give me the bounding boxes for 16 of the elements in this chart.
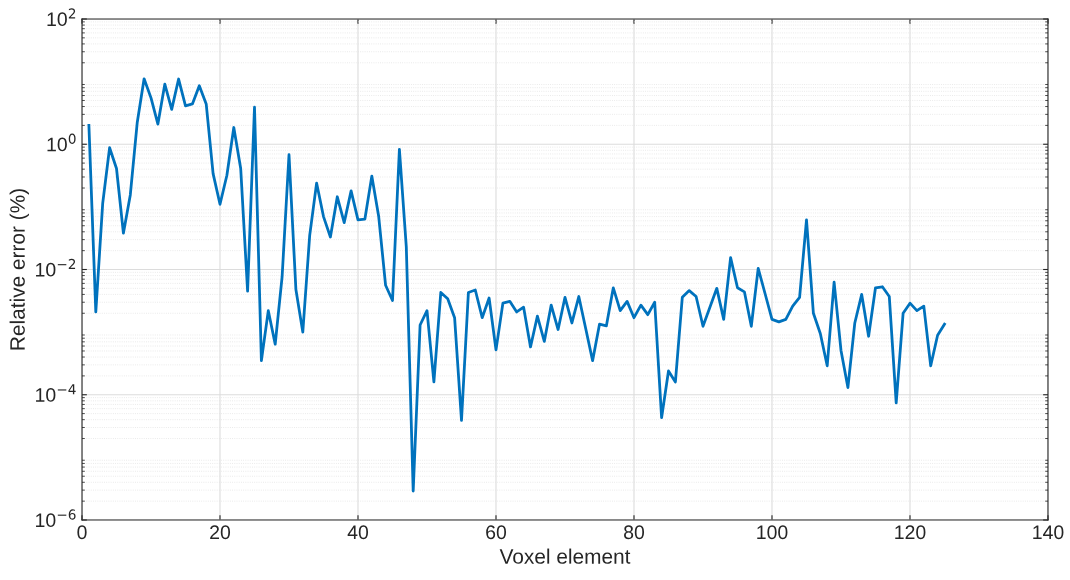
x-tick-label: 120 <box>895 525 926 540</box>
y-tick-label: 10$^{−4}$ <box>36 384 76 402</box>
x-tick-label: 0 <box>77 525 87 540</box>
y-tick-label: 10$^{2}$ <box>47 8 76 27</box>
y-tick-label: 10$^{0}$ <box>47 133 76 152</box>
x-tick-label: 140 <box>1033 525 1064 540</box>
y-tick-label: 10$^{−2}$ <box>36 258 76 277</box>
x-tick-label: 60 <box>486 525 507 540</box>
y-tick-label: 10$^{−6}$ <box>36 509 76 528</box>
line-series <box>87 77 946 493</box>
x-tick-label: 80 <box>624 525 645 540</box>
x-tick-label: 100 <box>757 525 788 540</box>
x-axis-title: Voxel element <box>499 548 631 564</box>
y-axis-title: Relative error (%) <box>9 189 29 350</box>
x-tick-label: 20 <box>210 525 231 540</box>
x-tick-label: 40 <box>347 525 369 540</box>
